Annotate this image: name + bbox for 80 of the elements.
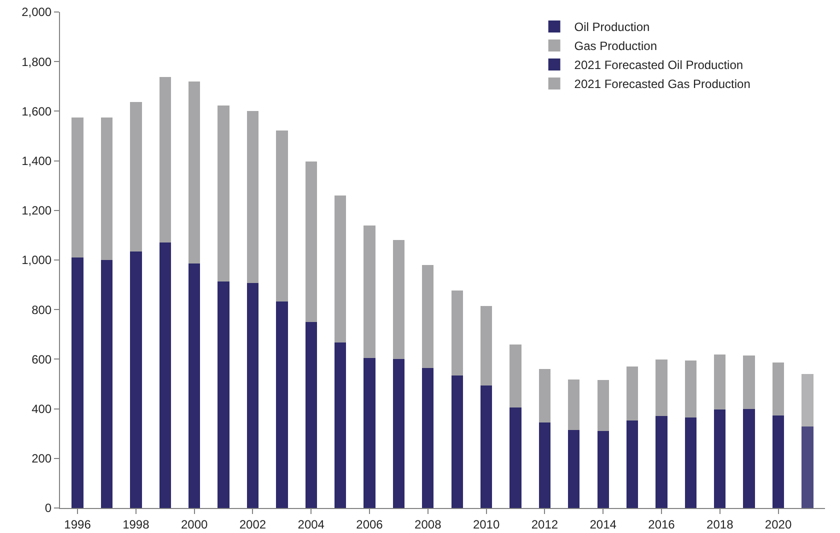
legend-label: 2021 Forecasted Gas Production: [574, 77, 750, 92]
x-tick-label: 2016: [648, 517, 676, 532]
bar: [246, 282, 259, 508]
bar: [188, 264, 200, 508]
bar: [72, 258, 84, 508]
bar: [130, 251, 142, 508]
bar: [656, 416, 668, 508]
bar: [802, 426, 814, 508]
bar: [305, 322, 317, 508]
bar: [772, 416, 784, 508]
bar: [451, 290, 463, 376]
bar: [246, 111, 259, 283]
bar: [392, 359, 405, 508]
bar: [334, 342, 346, 508]
bar: [714, 410, 726, 508]
x-tick-label: 2014: [590, 517, 617, 532]
y-tick-label: 1,600: [22, 104, 52, 118]
bar: [714, 354, 726, 410]
x-tick-label: 1996: [64, 517, 92, 532]
bar: [72, 117, 84, 258]
bar: [392, 240, 405, 360]
bar: [568, 430, 580, 508]
bar: [100, 117, 113, 260]
bar: [597, 431, 609, 508]
bar: [626, 366, 638, 421]
legend-label: Gas Production: [574, 39, 658, 54]
bar: [451, 375, 463, 508]
y-tick-label: 0: [44, 501, 52, 516]
y-tick-label: 800: [32, 302, 52, 317]
bar: [510, 408, 522, 508]
bar: [422, 264, 434, 368]
y-tick-label: 1,800: [22, 54, 52, 69]
legend-label: 2021 Forecasted Oil Production: [574, 58, 744, 72]
bar: [218, 106, 230, 282]
x-tick-label: 2018: [706, 517, 734, 532]
x-tick-label: 2010: [472, 517, 500, 532]
bar: [480, 306, 492, 386]
bar: [218, 282, 230, 508]
x-tick-label: 2020: [764, 517, 792, 532]
bar: [510, 344, 522, 408]
x-tick-label: 1998: [122, 517, 150, 532]
y-tick-label: 1,200: [22, 204, 52, 218]
y-tick-label: 200: [32, 452, 52, 466]
bar: [276, 130, 288, 302]
bar: [538, 369, 551, 422]
bar: [188, 81, 200, 264]
bar: [684, 360, 697, 418]
bar: [538, 422, 551, 508]
bar: [334, 196, 346, 342]
y-tick-label: 1,000: [22, 253, 52, 268]
bar: [684, 417, 697, 508]
bar: [130, 102, 142, 252]
x-tick-label: 2008: [414, 517, 442, 532]
bar: [802, 374, 814, 427]
bar: [597, 380, 609, 432]
x-tick-label: 2000: [180, 517, 208, 532]
bar: [422, 368, 434, 508]
bar: [159, 77, 171, 243]
bar: [305, 162, 317, 322]
x-tick-label: 2012: [531, 517, 558, 532]
bar: [364, 225, 376, 358]
bar: [100, 260, 113, 508]
bar: [626, 420, 638, 508]
x-tick-label: 2006: [356, 517, 384, 532]
bar: [743, 408, 755, 508]
bar: [743, 355, 755, 409]
bar: [656, 360, 668, 416]
bar: [772, 362, 784, 416]
y-tick-label: 1,400: [22, 154, 52, 168]
bar: [159, 242, 171, 508]
y-tick-label: 400: [32, 402, 52, 416]
bar: [364, 358, 376, 508]
bar: [276, 301, 288, 508]
y-tick-label: 2,000: [22, 5, 52, 20]
legend-label: Oil Production: [574, 20, 650, 34]
x-tick-label: 2002: [239, 517, 266, 532]
bar: [480, 386, 492, 508]
x-tick-label: 2004: [298, 517, 325, 532]
y-tick-label: 600: [32, 352, 52, 366]
bar: [568, 380, 580, 430]
